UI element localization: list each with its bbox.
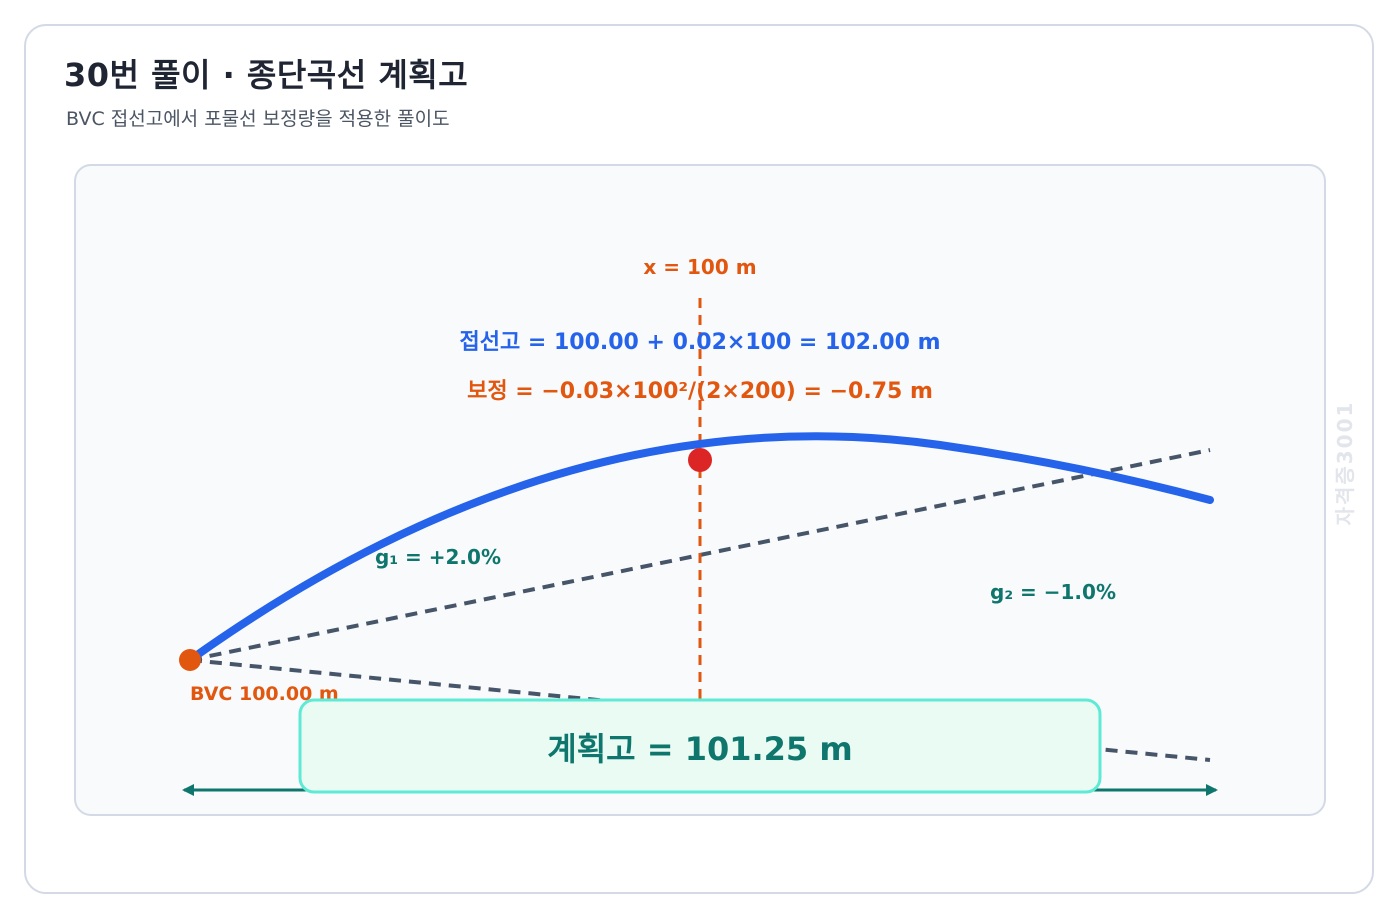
curve-point-marker xyxy=(688,448,712,472)
grade-g2-label: g₂ = −1.0% xyxy=(990,580,1116,604)
tangent-elevation-formula: 접선고 = 100.00 + 0.02×100 = 102.00 m xyxy=(460,330,941,355)
result-box xyxy=(298,698,1102,794)
correction-formula: 보정 = −0.03×100²/(2×200) = −0.75 m xyxy=(467,379,933,404)
bvc-label: BVC 100.00 m xyxy=(190,683,339,705)
tangent-g2-line xyxy=(189,658,1211,762)
station-label: x = 100 m xyxy=(643,255,756,279)
page-title: 30번 풀이 · 종단곡선 계획고 xyxy=(64,56,469,94)
grade-g1-label: g₁ = +2.0% xyxy=(375,545,501,569)
vertical-curve xyxy=(186,432,1214,664)
watermark: 자격증3001 xyxy=(1333,401,1357,526)
result-label: 계획고 = 101.25 m xyxy=(547,730,852,768)
bvc-point-marker xyxy=(179,649,201,671)
page-subtitle: BVC 접선고에서 포물선 보정량을 적용한 풀이도 xyxy=(66,108,450,130)
